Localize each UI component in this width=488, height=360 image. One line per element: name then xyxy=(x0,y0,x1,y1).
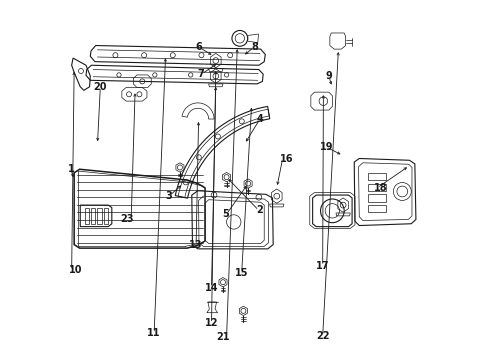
Text: 5: 5 xyxy=(222,209,229,219)
Text: 14: 14 xyxy=(204,283,218,293)
Text: 22: 22 xyxy=(315,331,329,341)
Text: 1: 1 xyxy=(68,164,75,174)
Text: 9: 9 xyxy=(325,71,331,81)
Text: 6: 6 xyxy=(195,42,202,52)
Text: 12: 12 xyxy=(204,319,218,328)
Text: 10: 10 xyxy=(69,265,82,275)
Text: 15: 15 xyxy=(234,268,248,278)
Text: 11: 11 xyxy=(147,328,161,338)
Text: 17: 17 xyxy=(315,261,329,271)
Text: 18: 18 xyxy=(373,183,387,193)
Text: 21: 21 xyxy=(216,332,229,342)
Text: 3: 3 xyxy=(164,191,171,201)
Text: 4: 4 xyxy=(257,114,263,124)
Text: 16: 16 xyxy=(279,154,292,164)
Text: 13: 13 xyxy=(189,240,203,250)
Text: 8: 8 xyxy=(250,42,257,52)
Text: 20: 20 xyxy=(93,82,107,92)
Text: 7: 7 xyxy=(197,69,204,79)
Text: 2: 2 xyxy=(255,206,262,216)
Text: 23: 23 xyxy=(121,215,134,224)
Text: 19: 19 xyxy=(319,142,332,152)
